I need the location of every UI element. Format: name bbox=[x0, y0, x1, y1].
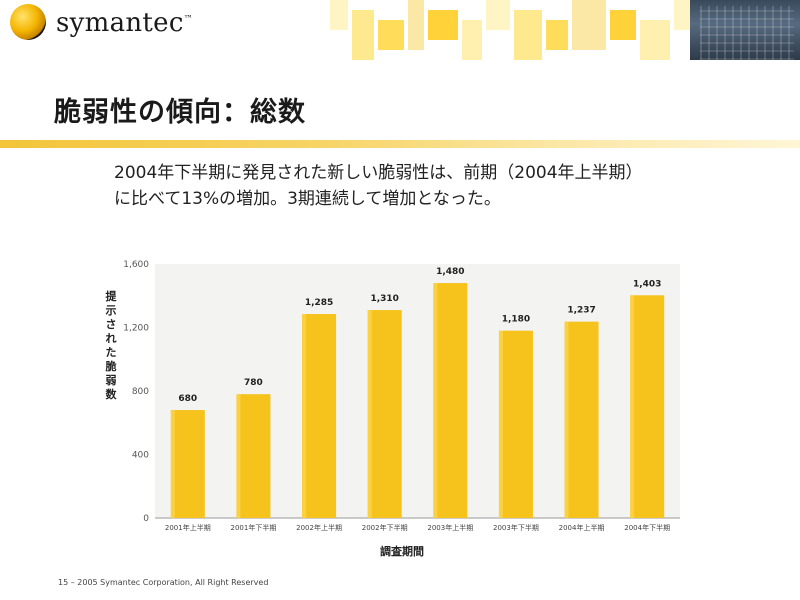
intro-text: 2004年下半期に発見された新しい脆弱性は、前期（2004年上半期） に比べて1… bbox=[114, 160, 754, 212]
header-tile bbox=[572, 0, 606, 50]
y-tick-label: 0 bbox=[143, 514, 149, 524]
data-label: 1,180 bbox=[502, 315, 530, 325]
x-tick-label: 2004年下半期 bbox=[624, 523, 670, 532]
chart-y-axis-label: 提示された脆弱数 bbox=[105, 290, 117, 401]
bar-highlight bbox=[170, 410, 175, 518]
logo-text: symantec™ bbox=[56, 8, 194, 38]
footer-copyright: 15 – 2005 Symantec Corporation, All Righ… bbox=[58, 578, 269, 587]
x-tick-label: 2001年上半期 bbox=[165, 523, 211, 532]
chart-x-axis-label: 調査期間 bbox=[380, 545, 424, 558]
header-tile bbox=[330, 0, 348, 30]
data-label: 1,403 bbox=[633, 279, 661, 289]
y-tick-label: 1,200 bbox=[123, 324, 149, 334]
bar-highlight bbox=[630, 295, 635, 518]
x-tick-label: 2003年下半期 bbox=[493, 523, 539, 532]
building-photo bbox=[690, 0, 800, 60]
bar bbox=[302, 314, 337, 518]
data-label: 1,480 bbox=[436, 267, 464, 277]
header-tile bbox=[486, 0, 510, 30]
bar bbox=[498, 330, 533, 518]
bar-highlight bbox=[236, 394, 241, 518]
bar-highlight bbox=[564, 321, 569, 518]
bar-highlight bbox=[433, 283, 438, 518]
bar bbox=[170, 410, 205, 518]
bar bbox=[433, 283, 468, 518]
bar bbox=[367, 310, 402, 518]
data-label: 1,285 bbox=[305, 298, 333, 308]
header-tile bbox=[462, 20, 482, 60]
header-tile bbox=[408, 0, 424, 50]
header-tile bbox=[514, 10, 542, 60]
data-label: 1,310 bbox=[370, 294, 398, 304]
plot-area bbox=[155, 264, 680, 518]
header-tile bbox=[428, 10, 458, 40]
y-tick-label: 400 bbox=[132, 451, 149, 461]
x-tick-label: 2001年下半期 bbox=[231, 523, 277, 532]
header-tile bbox=[610, 10, 636, 40]
title-divider bbox=[0, 140, 800, 148]
header-tile bbox=[352, 10, 374, 60]
bar bbox=[564, 321, 599, 518]
y-tick-label: 800 bbox=[132, 387, 149, 397]
intro-line-2: に比べて13%の増加。3期連続して増加となった。 bbox=[114, 189, 501, 209]
data-label: 680 bbox=[178, 394, 197, 404]
bar-highlight bbox=[367, 310, 372, 518]
bar bbox=[236, 394, 271, 518]
header-tile bbox=[378, 20, 404, 50]
data-label: 1,237 bbox=[567, 306, 595, 316]
x-tick-label: 2002年下半期 bbox=[362, 523, 408, 532]
x-tick-label: 2002年上半期 bbox=[296, 523, 342, 532]
symantec-logo-icon bbox=[10, 4, 46, 40]
header: symantec™ bbox=[0, 0, 800, 60]
intro-line-1: 2004年下半期に発見された新しい脆弱性は、前期（2004年上半期） bbox=[114, 163, 643, 183]
bar-highlight bbox=[498, 330, 503, 518]
header-tile bbox=[546, 20, 568, 50]
header-tile bbox=[640, 20, 670, 60]
bar bbox=[630, 295, 665, 518]
page-title: 脆弱性の傾向：総数 bbox=[54, 97, 306, 128]
data-label: 780 bbox=[244, 378, 263, 388]
y-tick-label: 1,600 bbox=[123, 260, 149, 270]
bar-highlight bbox=[302, 314, 307, 518]
x-tick-label: 2003年上半期 bbox=[427, 523, 473, 532]
x-tick-label: 2004年上半期 bbox=[559, 523, 605, 532]
